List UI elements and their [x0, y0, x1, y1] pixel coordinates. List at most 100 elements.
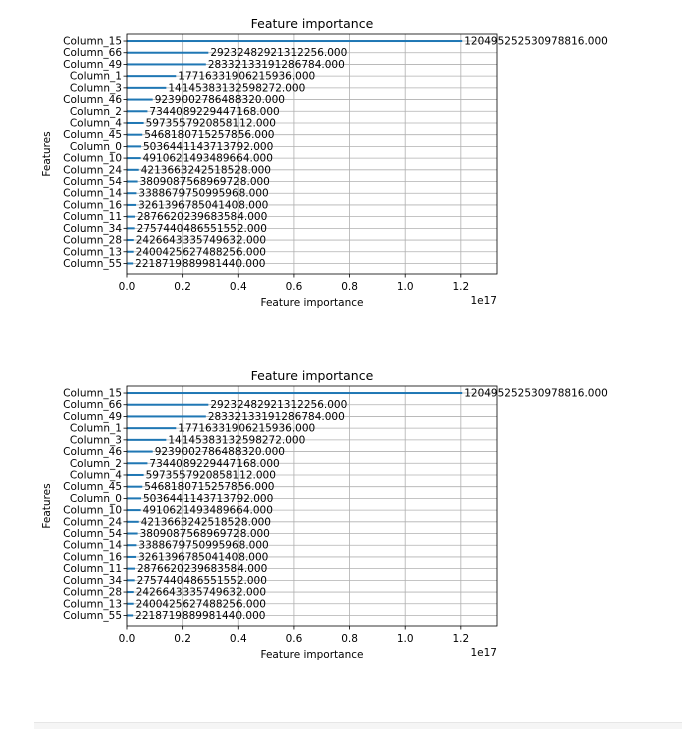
value-label: 2400425627488256.000 — [136, 246, 266, 258]
y-tick-label: Column_55 — [63, 610, 122, 622]
bar-column-1 — [127, 427, 177, 430]
bar-column-54 — [127, 532, 138, 535]
x-tick-label: 0.8 — [341, 633, 358, 645]
y-tick-label: Column_24 — [63, 164, 122, 176]
bar-column-0 — [127, 497, 142, 500]
y-tick-label: Column_28 — [63, 235, 122, 247]
x-tick-label: 0.6 — [286, 281, 303, 293]
value-label: 2426643335749632.000 — [136, 235, 266, 247]
value-label: 3388679750995968.000 — [138, 188, 268, 200]
y-tick-label: Column_13 — [63, 598, 122, 610]
y-tick-label: Column_15 — [63, 36, 122, 48]
value-label: 28332133191286784.000 — [208, 59, 345, 71]
bar-column-16 — [127, 555, 137, 558]
y-tick-label: Column_2 — [70, 458, 122, 470]
x-tick-label: 0.2 — [174, 281, 191, 293]
plot-area — [127, 34, 497, 274]
bar-column-28 — [127, 239, 134, 242]
output-area-strip — [34, 722, 682, 729]
value-label: 120495252530978816.000 — [464, 388, 608, 400]
bar-column-14 — [127, 192, 137, 195]
value-label: 2876620239683584.000 — [137, 211, 267, 223]
y-tick-label: Column_34 — [63, 223, 122, 235]
y-tick-label: Column_16 — [63, 199, 122, 211]
bar-column-11 — [127, 567, 136, 570]
bar-column-3 — [127, 86, 167, 89]
bar-column-34 — [127, 227, 135, 230]
x-tick-label: 1.0 — [397, 633, 414, 645]
y-tick-label: Column_1 — [70, 423, 122, 435]
y-tick-label: Column_16 — [63, 551, 122, 563]
y-tick-label: Column_0 — [70, 493, 122, 505]
value-label: 5468180715257856.000 — [144, 481, 274, 493]
y-tick-label: Column_28 — [63, 587, 122, 599]
value-label: 5973557920858112.000 — [146, 469, 276, 481]
y-tick-label: Column_45 — [63, 129, 122, 141]
value-label: 4910621493489664.000 — [143, 153, 273, 165]
x-tick-label: 1.2 — [452, 281, 469, 293]
x-tick-label: 0.0 — [119, 633, 136, 645]
x-axis-label: Feature importance — [260, 297, 363, 309]
x-tick-label: 1.0 — [397, 281, 414, 293]
bar-column-2 — [127, 110, 148, 113]
value-label: 4910621493489664.000 — [143, 505, 273, 517]
y-axis-label: Features — [41, 483, 53, 528]
y-tick-label: Column_3 — [70, 434, 122, 446]
x-tick-label: 0.0 — [119, 281, 136, 293]
value-label: 5036441143713792.000 — [143, 493, 273, 505]
y-tick-label: Column_2 — [70, 106, 122, 118]
bar-column-11 — [127, 215, 136, 218]
bar-column-3 — [127, 438, 167, 441]
y-tick-label: Column_34 — [63, 575, 122, 587]
value-label: 17716331906215936.000 — [178, 71, 315, 83]
bar-column-45 — [127, 485, 143, 488]
bar-column-24 — [127, 168, 139, 171]
x-tick-label: 0.4 — [230, 281, 247, 293]
plot-area — [127, 386, 497, 626]
bar-column-55 — [127, 614, 134, 617]
bar-column-24 — [127, 520, 139, 523]
y-tick-label: Column_13 — [63, 246, 122, 258]
axes-frame — [126, 33, 498, 275]
value-label: 14145383132598272.000 — [168, 82, 305, 94]
value-label: 29232482921312256.000 — [210, 399, 347, 411]
y-tick-label: Column_45 — [63, 481, 122, 493]
bar-column-66 — [127, 403, 209, 406]
y-tick-label: Column_11 — [63, 211, 122, 223]
y-axis-label: Features — [41, 131, 53, 176]
x-tick-label: 1.2 — [452, 633, 469, 645]
bar-column-13 — [127, 602, 134, 605]
bar-column-55 — [127, 262, 134, 265]
y-tick-label: Column_66 — [63, 399, 122, 411]
bar-column-1 — [127, 75, 177, 78]
axes-frame — [126, 385, 498, 627]
value-label: 5036441143713792.000 — [143, 141, 273, 153]
value-label: 9239002786488320.000 — [155, 94, 285, 106]
value-label: 2426643335749632.000 — [136, 587, 266, 599]
chart-title: Feature importance — [251, 368, 374, 383]
value-label: 2218719889981440.000 — [135, 610, 265, 622]
value-label: 7344089229447168.000 — [149, 106, 279, 118]
y-tick-label: Column_49 — [63, 59, 122, 71]
bar-column-10 — [127, 509, 141, 512]
bar-column-54 — [127, 180, 138, 183]
y-tick-label: Column_66 — [63, 47, 122, 59]
y-tick-label: Column_14 — [63, 188, 122, 200]
value-label: 17716331906215936.000 — [178, 423, 315, 435]
value-label: 3809087568969728.000 — [140, 528, 270, 540]
value-label: 3809087568969728.000 — [140, 176, 270, 188]
value-label: 2757440486551552.000 — [137, 223, 267, 235]
bar-column-15 — [127, 392, 463, 395]
y-tick-label: Column_55 — [63, 258, 122, 270]
value-label: 2218719889981440.000 — [135, 258, 265, 270]
value-label: 5468180715257856.000 — [144, 129, 274, 141]
value-label: 28332133191286784.000 — [208, 411, 345, 423]
bar-column-45 — [127, 133, 143, 136]
x-axis-label: Feature importance — [260, 649, 363, 661]
x-offset-label: 1e17 — [470, 295, 497, 307]
value-label: 2757440486551552.000 — [137, 575, 267, 587]
y-tick-label: Column_1 — [70, 71, 122, 83]
value-label: 3261396785041408.000 — [138, 199, 268, 211]
bar-column-49 — [127, 415, 206, 418]
